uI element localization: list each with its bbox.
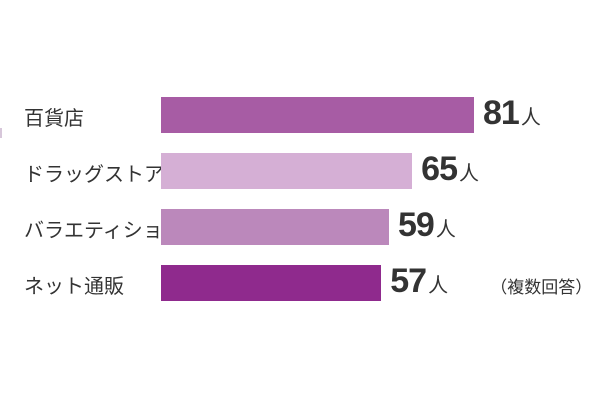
value-unit: 人 bbox=[435, 217, 456, 241]
bar-variety-shop bbox=[161, 209, 389, 245]
multiple-answers-note: （複数回答） bbox=[490, 278, 593, 298]
bar-department-store bbox=[161, 97, 474, 133]
value-number: 81 bbox=[483, 94, 520, 132]
value-label-department-store: 81 人 bbox=[483, 94, 541, 133]
value-unit: 人 bbox=[459, 161, 479, 185]
value-label-online-shopping: 57 人 bbox=[390, 262, 448, 301]
bar-online-shopping bbox=[161, 265, 382, 301]
category-label-online-shopping: ネット通販 bbox=[24, 274, 124, 298]
value-number: 59 bbox=[397, 206, 435, 244]
value-number: 57 bbox=[390, 262, 427, 300]
value-label-drugstore: 65 人 bbox=[421, 150, 479, 189]
category-label-department-store: 百貨店 bbox=[24, 106, 84, 130]
bar-drugstore bbox=[161, 153, 413, 189]
value-number: 65 bbox=[421, 150, 458, 188]
value-unit: 人 bbox=[520, 105, 541, 129]
edge-mark bbox=[0, 128, 2, 138]
value-unit: 人 bbox=[428, 273, 449, 297]
value-label-variety-shop: 59 人 bbox=[398, 206, 456, 245]
category-label-drugstore: ドラッグストア bbox=[24, 162, 164, 186]
